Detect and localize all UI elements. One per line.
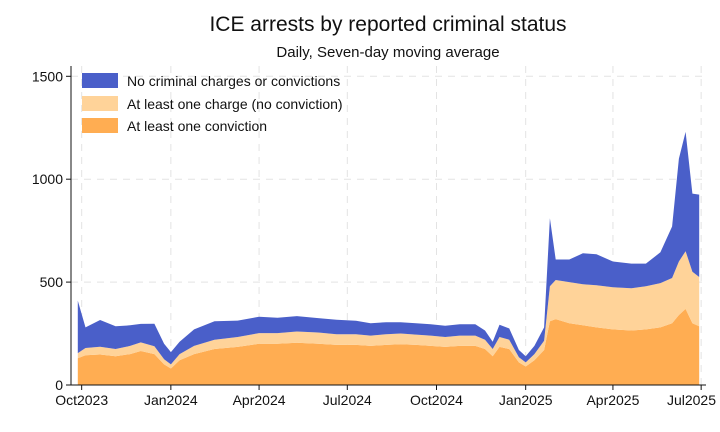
x-tick-label: Jan2025 — [499, 392, 553, 408]
area-charge — [77, 251, 700, 369]
legend-label-charge: At least one charge (no conviction) — [127, 96, 343, 112]
legend-label-conviction: At least one conviction — [127, 118, 267, 134]
chart-subtitle: Daily, Seven-day moving average — [276, 44, 499, 61]
x-tick-label: Jan2024 — [144, 392, 198, 408]
y-tick-label: 500 — [40, 274, 64, 290]
area-no-charges — [77, 131, 700, 365]
x-tick-label: Oct2023 — [55, 392, 108, 408]
area-series — [77, 131, 700, 385]
legend-label-no-charges: No criminal charges or convictions — [127, 73, 340, 89]
axes — [70, 66, 706, 386]
legend-swatch-no-charges — [82, 73, 118, 88]
x-tick-label: Oct2024 — [410, 392, 463, 408]
y-tick-label: 1000 — [32, 171, 63, 187]
ticks: 0 500 1000 1500 Oct2023 Jan2024 Apr2024 Jul2024… — [32, 68, 716, 408]
legend-swatch-conviction — [82, 118, 118, 133]
legend-swatch-charge — [82, 96, 118, 111]
x-tick-label: Jul2025 — [667, 392, 716, 408]
y-tick-label: 0 — [55, 377, 63, 393]
x-tick-label: Jul2024 — [323, 392, 372, 408]
area-conviction — [77, 308, 700, 385]
chart-title: ICE arrests by reported criminal status — [209, 13, 566, 36]
legend: No criminal charges or convictions At le… — [82, 73, 343, 134]
y-tick-label: 1500 — [32, 68, 63, 84]
x-tick-label: Apr2024 — [233, 392, 286, 408]
x-tick-label: Apr2025 — [586, 392, 639, 408]
